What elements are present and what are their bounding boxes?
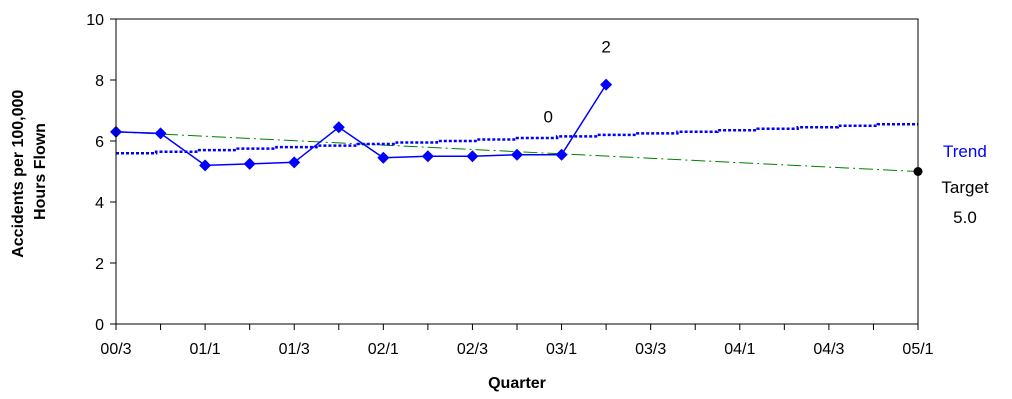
trend-line	[116, 122, 918, 155]
data-markers	[110, 78, 923, 176]
y-axis-ticks: 0 2 4 6 8 10	[86, 12, 116, 334]
data-annotation: 2	[601, 38, 610, 57]
target-value-label: 5.0	[953, 208, 977, 227]
y-tick-label: 10	[86, 12, 104, 29]
target-trend-line	[115, 131, 919, 172]
data-point	[377, 151, 390, 164]
y-tick-label: 0	[95, 317, 104, 334]
data-point	[243, 157, 256, 170]
y-tick-label: 8	[95, 73, 104, 90]
x-tick-label: 05/1	[902, 341, 933, 358]
data-point	[421, 150, 434, 163]
x-tick-label: 03/1	[546, 341, 577, 358]
plot-area-frame	[115, 18, 919, 325]
chart-lines	[115, 84, 919, 172]
accident-rate-line	[115, 84, 607, 167]
x-tick-label: 02/1	[368, 341, 399, 358]
data-point	[332, 121, 345, 134]
y-tick-label: 4	[95, 195, 104, 212]
data-point	[511, 148, 523, 161]
data-point	[199, 159, 212, 172]
data-point	[466, 150, 479, 163]
target-label: Target	[941, 178, 989, 197]
x-tick-label: 04/3	[813, 341, 844, 358]
data-point	[555, 148, 568, 161]
x-axis-ticks: 00/3 01/1 01/3 02/1 02/3 03/1 03/3 04/1 04/3 05/1	[100, 324, 934, 358]
annotations: 02	[543, 38, 610, 127]
x-tick-label: 03/3	[635, 341, 666, 358]
x-tick-label: 04/1	[724, 341, 755, 358]
x-tick-label: 01/1	[190, 341, 221, 358]
x-tick-label: 00/3	[100, 341, 131, 358]
y-axis-title: Accidents per 100,000 Hours Flown	[10, 85, 49, 258]
data-point	[288, 156, 301, 169]
data-annotation: 0	[543, 108, 552, 127]
trend-label: Trend	[943, 142, 987, 161]
y-tick-label: 6	[95, 134, 104, 151]
y-axis-title-line-2: Hours Flown	[32, 123, 49, 220]
y-axis-title-line-1: Accidents per 100,000	[10, 90, 27, 258]
data-point	[600, 78, 613, 91]
x-tick-label: 01/3	[279, 341, 310, 358]
x-tick-label: 02/3	[457, 341, 488, 358]
x-axis-title: Quarter	[488, 375, 546, 392]
y-tick-label: 2	[95, 256, 104, 273]
data-point	[154, 127, 167, 140]
